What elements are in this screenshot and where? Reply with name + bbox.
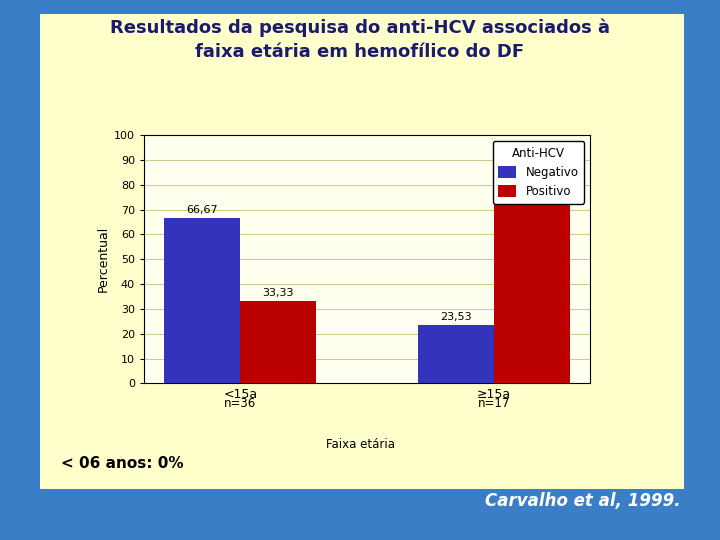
Y-axis label: Percentual: Percentual [96,226,110,292]
Bar [494,193,570,383]
Text: Faixa etária: Faixa etária [325,438,395,451]
Text: n=17: n=17 [478,397,510,410]
Text: faixa etária em hemofílico do DF: faixa etária em hemofílico do DF [195,43,525,61]
Text: < 06 anos: 0%: < 06 anos: 0% [61,456,184,471]
Bar [164,218,240,383]
Text: Resultados da pesquisa do anti-HCV associados à: Resultados da pesquisa do anti-HCV assoc… [110,19,610,37]
Legend: Negativo, Positivo: Negativo, Positivo [492,141,585,204]
Bar [240,301,317,383]
Text: 23,53: 23,53 [440,312,472,322]
Bar [418,325,494,383]
Text: 66,67: 66,67 [186,205,218,215]
Text: Carvalho et al, 1999.: Carvalho et al, 1999. [485,492,680,510]
Text: 33,33: 33,33 [263,288,294,298]
Text: n=36: n=36 [224,397,256,410]
